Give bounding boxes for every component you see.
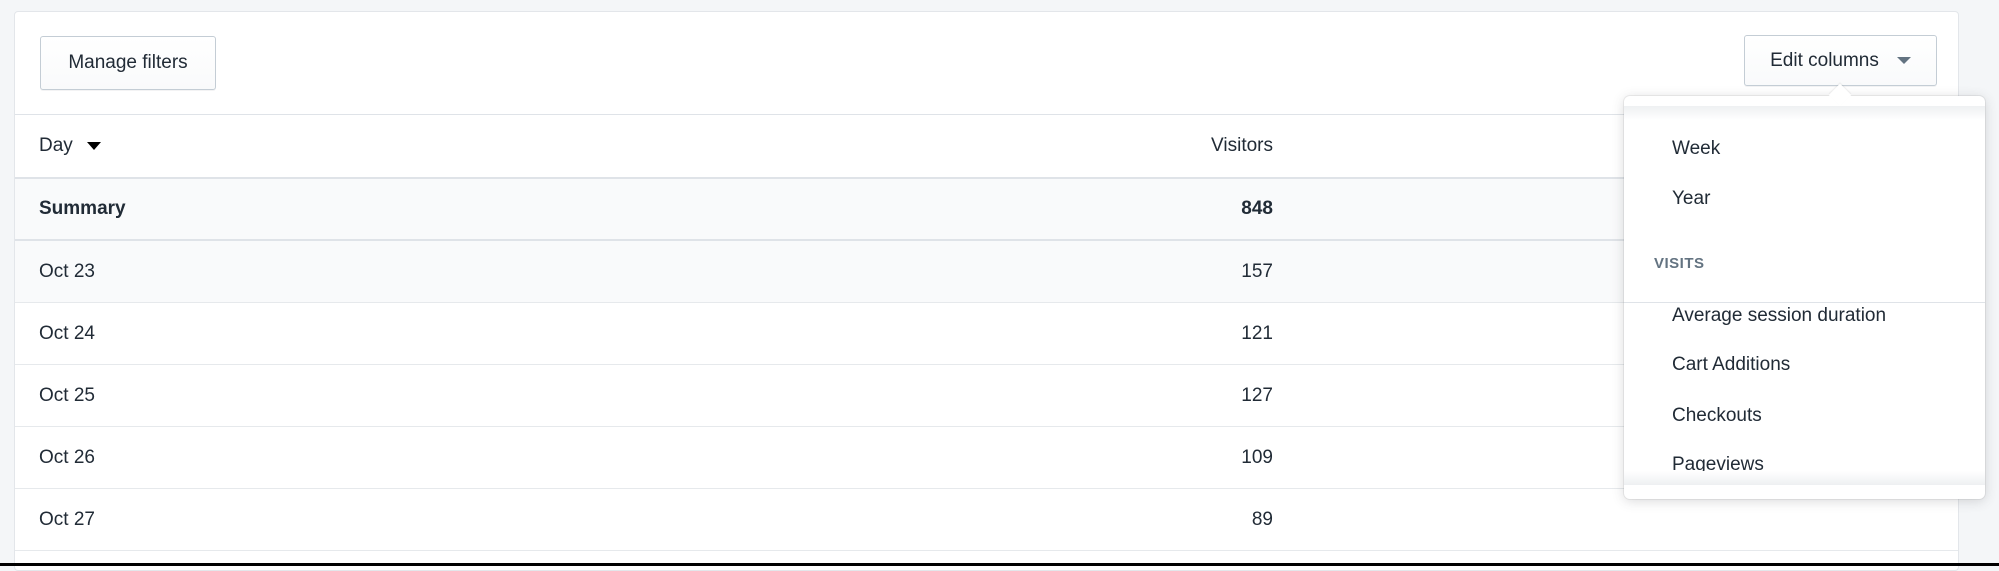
column-header-visitors[interactable]: Visitors bbox=[1211, 135, 1273, 156]
day-cell: Oct 23 bbox=[39, 260, 95, 282]
table-row: Oct 27 89 bbox=[15, 489, 1958, 551]
day-header-label: Day bbox=[39, 135, 73, 156]
scroll-shadow-top bbox=[1624, 106, 1985, 120]
manage-filters-label: Manage filters bbox=[68, 52, 188, 73]
menu-section-visits: VISITS bbox=[1654, 255, 1705, 272]
screen-edge bbox=[0, 563, 1999, 566]
table-row: Oct 24 121 bbox=[15, 303, 1958, 365]
menu-item-checkouts[interactable]: Checkouts bbox=[1672, 405, 1762, 426]
visitors-cell: 109 bbox=[1241, 446, 1273, 468]
summary-label: Summary bbox=[39, 198, 126, 219]
scroll-shadow-bottom bbox=[1624, 471, 1985, 485]
edit-columns-button[interactable]: Edit columns bbox=[1744, 35, 1937, 86]
summary-visitors: 848 bbox=[1241, 198, 1273, 219]
column-header-day[interactable]: Day bbox=[39, 135, 101, 157]
visitors-cell: 89 bbox=[1251, 508, 1273, 530]
visitors-cell: 121 bbox=[1241, 322, 1273, 344]
menu-divider bbox=[1624, 302, 1985, 303]
chevron-down-icon bbox=[1896, 57, 1911, 64]
table-row: Oct 25 127 bbox=[15, 365, 1958, 427]
edit-columns-label: Edit columns bbox=[1770, 49, 1879, 71]
table-header: Day Visitors bbox=[15, 114, 1958, 179]
menu-item-average-session-duration[interactable]: Average session duration bbox=[1672, 305, 1887, 326]
menu-item-pageviews[interactable]: Pageviews bbox=[1672, 454, 1764, 475]
day-cell: Oct 24 bbox=[39, 322, 95, 344]
visitors-cell: 127 bbox=[1241, 384, 1273, 406]
sort-descending-icon bbox=[86, 142, 101, 150]
day-cell: Oct 25 bbox=[39, 384, 95, 406]
menu-item-week[interactable]: Week bbox=[1672, 138, 1721, 159]
manage-filters-button[interactable]: Manage filters bbox=[40, 36, 216, 90]
edit-columns-dropdown: Week Year VISITS Average session duratio… bbox=[1624, 96, 1985, 499]
day-cell: Oct 27 bbox=[39, 508, 95, 530]
day-cell: Oct 26 bbox=[39, 446, 95, 468]
menu-item-year[interactable]: Year bbox=[1672, 188, 1711, 209]
table-row: Oct 26 109 bbox=[15, 427, 1958, 489]
menu-item-cart-additions[interactable]: Cart Additions bbox=[1672, 354, 1791, 375]
visitors-cell: 157 bbox=[1241, 260, 1273, 282]
